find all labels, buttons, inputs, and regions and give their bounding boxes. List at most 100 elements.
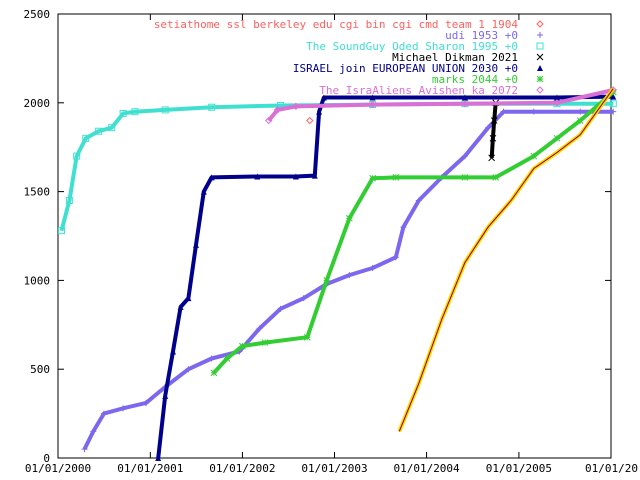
data-point (553, 134, 561, 142)
data-point (120, 405, 127, 412)
data-point (170, 348, 177, 355)
legend-label: Michael Dikman 2021 (392, 51, 518, 64)
data-point (311, 172, 318, 179)
data-point (554, 94, 561, 101)
data-point (306, 116, 314, 125)
series-0 (306, 116, 314, 125)
x-tick-label: 01/01/20 (585, 462, 638, 475)
legend-label: The IsraAliens Avishen ka 2072 (319, 84, 518, 97)
data-point (100, 410, 107, 417)
data-point (239, 342, 246, 350)
data-point (400, 224, 407, 231)
series-5 (210, 88, 617, 377)
data-point (81, 446, 88, 453)
data-point (208, 174, 215, 181)
data-point (536, 86, 544, 94)
x-axis-ticks: 01/01/2000 01/01/2001 01/01/2002 01/01/2003… (25, 14, 638, 475)
series-6 (264, 86, 617, 125)
data-point (461, 99, 469, 108)
data-point (488, 154, 496, 162)
data-point (90, 428, 97, 435)
series-line (398, 88, 614, 432)
legend-label: ISRAEL join EUROPEAN UNION 2030 +0 (293, 62, 518, 75)
x-tick-label: 01/01/2005 (486, 462, 552, 475)
series-line (267, 88, 614, 122)
y-tick-label: 2500 (24, 8, 51, 21)
data-point (208, 103, 216, 111)
data-point (392, 254, 399, 261)
data-point (210, 369, 218, 377)
series-7 (397, 87, 615, 433)
data-point (530, 108, 537, 115)
data-point (58, 227, 66, 235)
data-point (303, 333, 311, 341)
data-point (346, 214, 353, 222)
legend-label: marks 2044 +0 (432, 73, 518, 86)
data-point (185, 295, 192, 302)
x-tick-label: 01/01/2000 (25, 462, 91, 475)
y-tick-label: 1000 (24, 274, 51, 287)
x-tick-label: 01/01/2002 (209, 462, 275, 475)
data-point (177, 304, 184, 311)
data-point (609, 88, 617, 96)
data-point (369, 94, 376, 101)
data-point (162, 392, 169, 399)
data-point (530, 152, 538, 160)
data-point (316, 108, 323, 115)
data-point (368, 100, 377, 109)
series-4 (155, 93, 617, 461)
data-point (155, 455, 162, 461)
data-point (553, 99, 561, 107)
data-point (576, 117, 584, 124)
data-point (82, 134, 90, 142)
y-tick-label: 2000 (24, 97, 51, 110)
data-point (292, 102, 300, 111)
data-point (73, 152, 81, 160)
data-point (461, 94, 468, 101)
data-point (577, 108, 584, 115)
data-point (346, 272, 353, 279)
y-tick-label: 1500 (24, 186, 51, 199)
data-point (261, 339, 269, 346)
data-point (609, 100, 617, 108)
legend-label: The SoundGuy Oded Sharon 1995 +0 (306, 40, 518, 53)
data-point (392, 174, 400, 181)
data-point (192, 241, 199, 248)
data-point (369, 174, 376, 182)
x-tick-label: 01/01/2003 (301, 462, 367, 475)
data-point (143, 399, 150, 406)
data-point (119, 109, 127, 117)
data-point (369, 264, 376, 271)
data-point (536, 20, 544, 28)
legend-label: setiathome ssl berkeley edu cgi bin cgi … (154, 18, 519, 31)
data-point (537, 65, 543, 71)
data-point (490, 117, 498, 124)
data-point (320, 94, 327, 101)
legend-label: udi 1953 +0 (445, 29, 518, 42)
data-point (264, 116, 273, 125)
data-point (489, 134, 497, 142)
data-point (131, 108, 139, 116)
y-tick-label: 0 (43, 452, 50, 465)
data-point (536, 42, 544, 50)
data-point (492, 174, 500, 181)
y-tick-label: 500 (30, 363, 50, 376)
x-tick-label: 01/01/2004 (393, 462, 460, 475)
series-line (489, 102, 498, 159)
data-point (254, 173, 261, 180)
data-point (300, 295, 307, 302)
data-point (461, 153, 468, 160)
data-point (461, 174, 469, 181)
data-point (256, 325, 263, 332)
data-point (536, 75, 544, 83)
data-point (415, 197, 422, 204)
data-point (323, 277, 331, 284)
data-point (208, 355, 215, 362)
data-point (95, 127, 103, 135)
data-point (108, 124, 116, 132)
data-point (537, 32, 543, 38)
data-point (200, 188, 207, 195)
series-layer (58, 86, 617, 461)
